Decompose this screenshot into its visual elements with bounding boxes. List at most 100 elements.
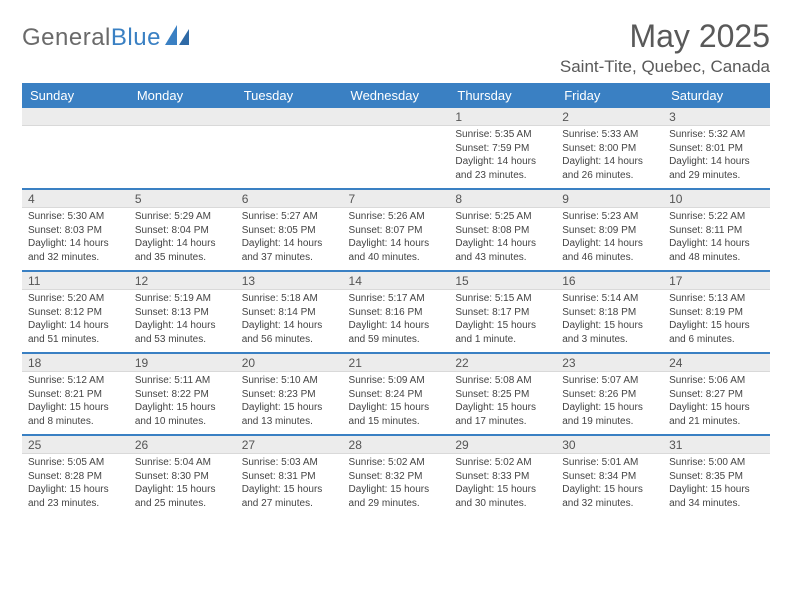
sunset-text: Sunset: 8:09 PM xyxy=(562,224,657,238)
daylight-text: Daylight: 15 hours and 27 minutes. xyxy=(242,483,337,510)
daylight-text: Daylight: 14 hours and 37 minutes. xyxy=(242,237,337,264)
daynum-row: 11121314151617 xyxy=(22,271,770,290)
day-number: 28 xyxy=(343,436,450,453)
sunset-text: Sunset: 8:03 PM xyxy=(28,224,123,238)
weekday-header: Wednesday xyxy=(343,83,450,108)
day-body-row: Sunrise: 5:35 AMSunset: 7:59 PMDaylight:… xyxy=(22,126,770,190)
daylight-text: Daylight: 14 hours and 35 minutes. xyxy=(135,237,230,264)
sunset-text: Sunset: 8:18 PM xyxy=(562,306,657,320)
daylight-text: Daylight: 15 hours and 34 minutes. xyxy=(669,483,764,510)
day-details: Sunrise: 5:25 AMSunset: 8:08 PMDaylight:… xyxy=(449,208,556,270)
day-number: 15 xyxy=(449,272,556,289)
sunset-text: Sunset: 8:32 PM xyxy=(349,470,444,484)
sunrise-text: Sunrise: 5:00 AM xyxy=(669,456,764,470)
sunrise-text: Sunrise: 5:17 AM xyxy=(349,292,444,306)
day-details: Sunrise: 5:09 AMSunset: 8:24 PMDaylight:… xyxy=(343,372,450,434)
logo: GeneralBlue xyxy=(22,18,191,52)
day-details: Sunrise: 5:35 AMSunset: 7:59 PMDaylight:… xyxy=(449,126,556,188)
sunset-text: Sunset: 8:21 PM xyxy=(28,388,123,402)
sunrise-text: Sunrise: 5:15 AM xyxy=(455,292,550,306)
daylight-text: Daylight: 14 hours and 29 minutes. xyxy=(669,155,764,182)
daylight-text: Daylight: 14 hours and 48 minutes. xyxy=(669,237,764,264)
daylight-text: Daylight: 14 hours and 46 minutes. xyxy=(562,237,657,264)
weekday-header: Friday xyxy=(556,83,663,108)
sunset-text: Sunset: 8:34 PM xyxy=(562,470,657,484)
day-number: 20 xyxy=(236,354,343,371)
sunrise-text: Sunrise: 5:14 AM xyxy=(562,292,657,306)
weekday-header: Monday xyxy=(129,83,236,108)
sunset-text: Sunset: 8:35 PM xyxy=(669,470,764,484)
sunset-text: Sunset: 8:01 PM xyxy=(669,142,764,156)
day-details: Sunrise: 5:12 AMSunset: 8:21 PMDaylight:… xyxy=(22,372,129,434)
sunset-text: Sunset: 8:24 PM xyxy=(349,388,444,402)
day-details: Sunrise: 5:10 AMSunset: 8:23 PMDaylight:… xyxy=(236,372,343,434)
daylight-text: Daylight: 15 hours and 10 minutes. xyxy=(135,401,230,428)
sunset-text: Sunset: 8:12 PM xyxy=(28,306,123,320)
day-details: Sunrise: 5:06 AMSunset: 8:27 PMDaylight:… xyxy=(663,372,770,434)
day-number: 5 xyxy=(129,190,236,207)
daynum-row: 25262728293031 xyxy=(22,435,770,454)
daylight-text: Daylight: 14 hours and 59 minutes. xyxy=(349,319,444,346)
daylight-text: Daylight: 15 hours and 32 minutes. xyxy=(562,483,657,510)
sunset-text: Sunset: 8:07 PM xyxy=(349,224,444,238)
day-details: Sunrise: 5:00 AMSunset: 8:35 PMDaylight:… xyxy=(663,454,770,516)
weekday-header: Tuesday xyxy=(236,83,343,108)
sunset-text: Sunset: 8:05 PM xyxy=(242,224,337,238)
day-number: 14 xyxy=(343,272,450,289)
weekday-header: Saturday xyxy=(663,83,770,108)
day-details: Sunrise: 5:26 AMSunset: 8:07 PMDaylight:… xyxy=(343,208,450,270)
page: GeneralBlue May 2025 Saint-Tite, Quebec,… xyxy=(0,0,792,612)
day-details: Sunrise: 5:05 AMSunset: 8:28 PMDaylight:… xyxy=(22,454,129,516)
daylight-text: Daylight: 15 hours and 13 minutes. xyxy=(242,401,337,428)
day-details: Sunrise: 5:02 AMSunset: 8:33 PMDaylight:… xyxy=(449,454,556,516)
day-number: 21 xyxy=(343,354,450,371)
day-details: Sunrise: 5:08 AMSunset: 8:25 PMDaylight:… xyxy=(449,372,556,434)
sunset-text: Sunset: 8:04 PM xyxy=(135,224,230,238)
daylight-text: Daylight: 15 hours and 23 minutes. xyxy=(28,483,123,510)
sunrise-text: Sunrise: 5:27 AM xyxy=(242,210,337,224)
month-title: May 2025 xyxy=(560,18,770,55)
day-number: 23 xyxy=(556,354,663,371)
calendar-table: SundayMondayTuesdayWednesdayThursdayFrid… xyxy=(22,83,770,516)
day-number: 25 xyxy=(22,436,129,453)
day-number: 11 xyxy=(22,272,129,289)
day-details: Sunrise: 5:04 AMSunset: 8:30 PMDaylight:… xyxy=(129,454,236,516)
sunset-text: Sunset: 7:59 PM xyxy=(455,142,550,156)
logo-word2: Blue xyxy=(111,24,161,51)
day-number: 19 xyxy=(129,354,236,371)
day-number: 16 xyxy=(556,272,663,289)
day-number: 31 xyxy=(663,436,770,453)
day-details: Sunrise: 5:20 AMSunset: 8:12 PMDaylight:… xyxy=(22,290,129,352)
sunset-text: Sunset: 8:27 PM xyxy=(669,388,764,402)
day-number: 8 xyxy=(449,190,556,207)
daylight-text: Daylight: 14 hours and 26 minutes. xyxy=(562,155,657,182)
day-number: 2 xyxy=(556,108,663,125)
sunrise-text: Sunrise: 5:02 AM xyxy=(349,456,444,470)
day-details: Sunrise: 5:15 AMSunset: 8:17 PMDaylight:… xyxy=(449,290,556,352)
sunset-text: Sunset: 8:30 PM xyxy=(135,470,230,484)
day-number: 22 xyxy=(449,354,556,371)
day-details: Sunrise: 5:32 AMSunset: 8:01 PMDaylight:… xyxy=(663,126,770,188)
day-body-row: Sunrise: 5:12 AMSunset: 8:21 PMDaylight:… xyxy=(22,372,770,436)
sunset-text: Sunset: 8:00 PM xyxy=(562,142,657,156)
sunrise-text: Sunrise: 5:01 AM xyxy=(562,456,657,470)
daylight-text: Daylight: 14 hours and 51 minutes. xyxy=(28,319,123,346)
sunrise-text: Sunrise: 5:05 AM xyxy=(28,456,123,470)
daylight-text: Daylight: 14 hours and 43 minutes. xyxy=(455,237,550,264)
sunrise-text: Sunrise: 5:19 AM xyxy=(135,292,230,306)
sunset-text: Sunset: 8:28 PM xyxy=(28,470,123,484)
sunset-text: Sunset: 8:08 PM xyxy=(455,224,550,238)
weekday-header: Sunday xyxy=(22,83,129,108)
sunrise-text: Sunrise: 5:06 AM xyxy=(669,374,764,388)
weekday-header-row: SundayMondayTuesdayWednesdayThursdayFrid… xyxy=(22,83,770,108)
day-details: Sunrise: 5:11 AMSunset: 8:22 PMDaylight:… xyxy=(129,372,236,434)
day-number: 4 xyxy=(22,190,129,207)
daylight-text: Daylight: 14 hours and 56 minutes. xyxy=(242,319,337,346)
sunrise-text: Sunrise: 5:25 AM xyxy=(455,210,550,224)
day-body-row: Sunrise: 5:30 AMSunset: 8:03 PMDaylight:… xyxy=(22,208,770,272)
sunrise-text: Sunrise: 5:29 AM xyxy=(135,210,230,224)
daylight-text: Daylight: 14 hours and 32 minutes. xyxy=(28,237,123,264)
sunrise-text: Sunrise: 5:03 AM xyxy=(242,456,337,470)
sunrise-text: Sunrise: 5:04 AM xyxy=(135,456,230,470)
day-number: 27 xyxy=(236,436,343,453)
